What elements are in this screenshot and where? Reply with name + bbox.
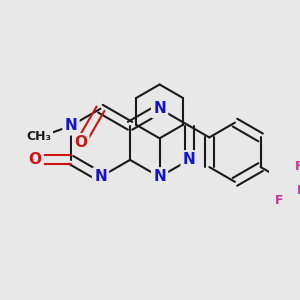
Text: O: O [74, 135, 87, 150]
Text: N: N [153, 101, 166, 116]
Text: O: O [28, 152, 42, 167]
Text: N: N [64, 118, 77, 133]
Text: N: N [153, 169, 166, 184]
Text: F: F [275, 194, 284, 207]
Text: N: N [183, 152, 196, 167]
Text: F: F [295, 160, 300, 173]
Text: N: N [94, 169, 107, 184]
Text: F: F [297, 184, 300, 197]
Text: CH₃: CH₃ [26, 130, 51, 143]
